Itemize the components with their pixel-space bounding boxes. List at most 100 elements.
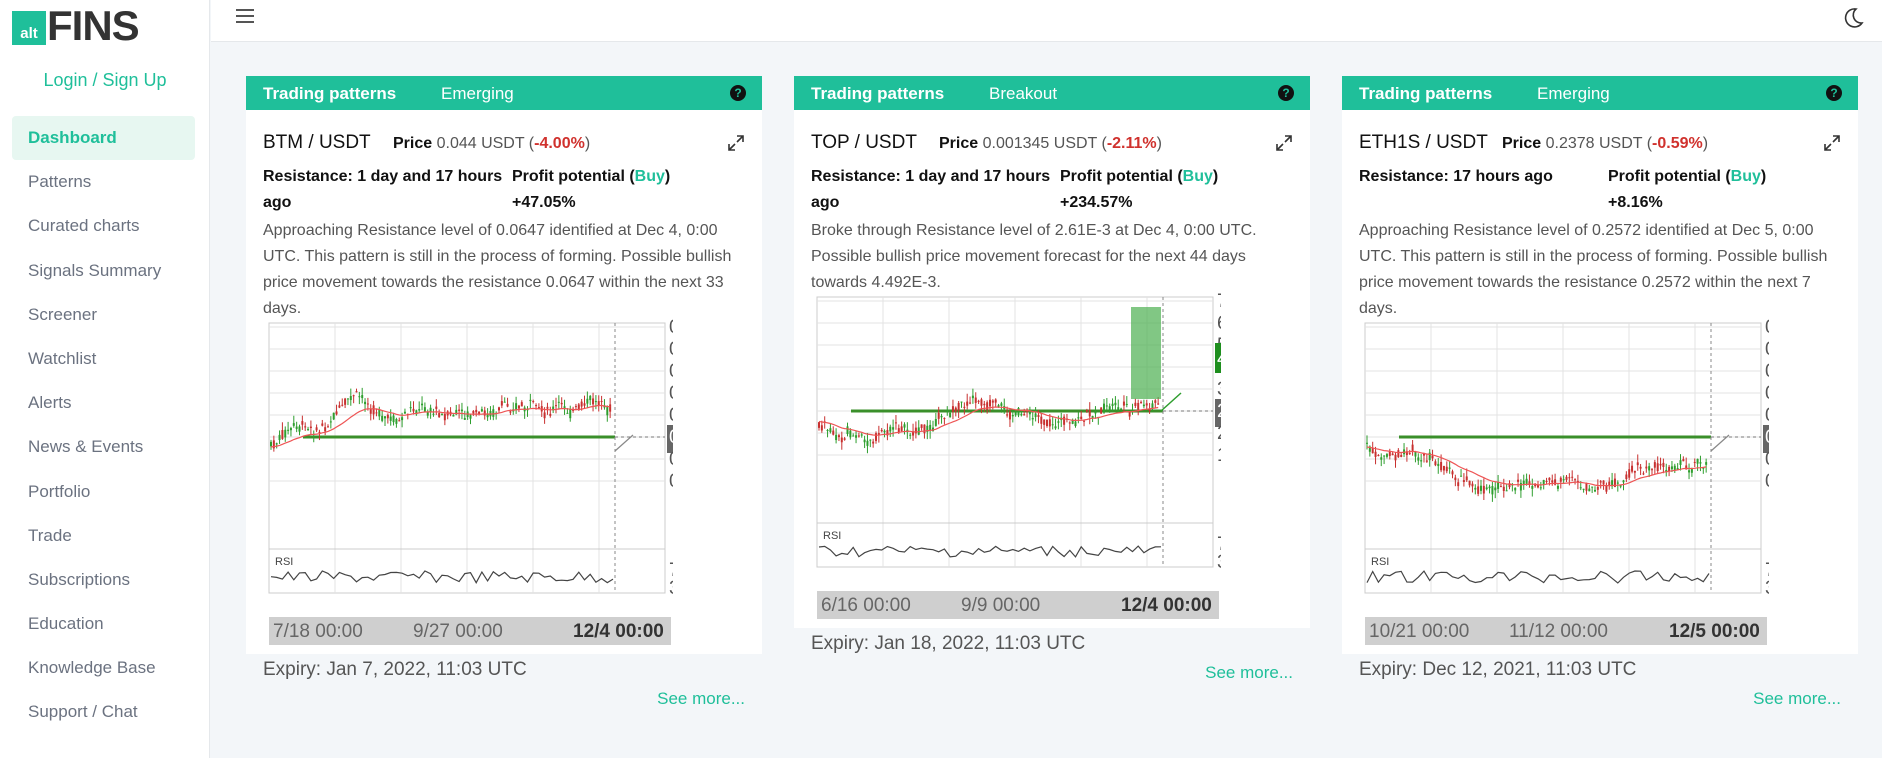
candle-body bbox=[997, 405, 1000, 407]
candle-body bbox=[1659, 463, 1662, 466]
candle-body bbox=[1094, 412, 1097, 414]
candle-body bbox=[923, 424, 926, 434]
question-circle-icon[interactable]: ? bbox=[1278, 85, 1294, 101]
candle-body bbox=[1400, 454, 1403, 457]
candle-body bbox=[429, 407, 432, 413]
sidebar-item-dashboard[interactable]: Dashboard bbox=[12, 116, 195, 161]
candle-body bbox=[843, 438, 846, 440]
candle-body bbox=[557, 401, 560, 403]
expand-arrows-icon[interactable] bbox=[1275, 134, 1293, 152]
candle-body bbox=[1417, 457, 1420, 461]
question-circle-icon[interactable]: ? bbox=[1826, 85, 1842, 101]
candle-body bbox=[412, 408, 415, 412]
candle-body bbox=[1377, 454, 1380, 456]
candle-body bbox=[1151, 403, 1154, 409]
candle-body bbox=[361, 395, 364, 399]
login-signup-link[interactable]: Login / Sign Up bbox=[43, 70, 167, 90]
candle-body bbox=[875, 433, 877, 441]
candle-body bbox=[1091, 415, 1094, 419]
price-tick-label: 0.1133 bbox=[669, 319, 673, 338]
logo-name: FINS bbox=[47, 2, 140, 49]
sidebar-item-watchlist[interactable]: Watchlist bbox=[28, 348, 97, 368]
candle-body bbox=[312, 436, 315, 438]
resistance-time: Resistance: 17 hours ago bbox=[1359, 168, 1553, 185]
see-more-link[interactable]: See more... bbox=[1205, 663, 1293, 682]
rsi-label: RSI bbox=[1371, 556, 1389, 568]
pair-name[interactable]: ETH1S / USDT bbox=[1359, 132, 1488, 153]
sidebar-item-support-chat[interactable]: Support / Chat bbox=[28, 702, 138, 722]
pair-name[interactable]: TOP / USDT bbox=[811, 132, 917, 153]
profit-potential: Profit potential (Buy) +47.05% bbox=[512, 164, 752, 216]
candle-body bbox=[349, 396, 352, 401]
see-more-link[interactable]: See more... bbox=[657, 689, 745, 708]
sidebar-item-signals-summary[interactable]: Signals Summary bbox=[28, 260, 162, 280]
price-chart[interactable]: 7.245E-36.245E-35.245E-34.245E-33.245E-3… bbox=[811, 293, 1221, 623]
candle-body bbox=[543, 412, 546, 419]
candle-body bbox=[1462, 480, 1465, 482]
sidebar-item-patterns[interactable]: Patterns bbox=[28, 172, 92, 192]
candle-body bbox=[983, 403, 986, 406]
sidebar-item-news-events[interactable]: News & Events bbox=[28, 437, 144, 457]
candle-body bbox=[583, 403, 586, 406]
candle-body bbox=[389, 416, 392, 421]
moving-average-line bbox=[818, 406, 1159, 436]
resistance-time: Resistance: 1 day and 17 hours ago bbox=[811, 168, 1051, 211]
expand-arrows-icon[interactable] bbox=[1823, 134, 1841, 152]
candle-body bbox=[1366, 442, 1368, 444]
price-tick-label: 0.2946 bbox=[1765, 383, 1769, 404]
price-tick-label: 0.0733 bbox=[669, 405, 673, 426]
sidebar-item-trade[interactable]: Trade bbox=[28, 525, 72, 545]
sidebar-item-screener[interactable]: Screener bbox=[28, 304, 97, 324]
candle-body bbox=[957, 402, 960, 411]
see-more-link[interactable]: See more... bbox=[1753, 689, 1841, 708]
candle-body bbox=[307, 428, 310, 430]
candle-body bbox=[423, 407, 426, 412]
price-chart[interactable]: 0.35460.33460.31460.29460.27460.25720.23… bbox=[1359, 319, 1769, 649]
x-tick-label: 12/4 00:00 bbox=[1121, 595, 1212, 616]
candle-body bbox=[483, 410, 486, 416]
resistance-price-tag bbox=[667, 425, 673, 453]
candle-body bbox=[1457, 482, 1460, 487]
candle-body bbox=[560, 402, 563, 405]
sidebar-item-portfolio[interactable]: Portfolio bbox=[28, 481, 91, 501]
sidebar-item-curated-charts[interactable]: Curated charts bbox=[28, 216, 140, 236]
candle-body bbox=[478, 411, 481, 415]
price-chart[interactable]: 0.11330.10330.09330.08330.07330.06470.05… bbox=[263, 319, 673, 649]
candle-body bbox=[926, 425, 929, 432]
candle-body bbox=[900, 426, 903, 431]
candle-body bbox=[586, 398, 589, 404]
candle-body bbox=[421, 403, 424, 406]
candle-body bbox=[1656, 463, 1659, 472]
candle-body bbox=[880, 429, 883, 432]
card-header: Trading patterns Emerging ? bbox=[246, 76, 762, 110]
moon-icon[interactable] bbox=[1842, 6, 1864, 30]
x-tick-label: 10/21 00:00 bbox=[1369, 621, 1469, 642]
price-tick-label: 0.1033 bbox=[669, 339, 673, 360]
price-tick-label: 1.245E-3 bbox=[1217, 445, 1221, 466]
candle-body bbox=[1394, 454, 1397, 461]
candle-body bbox=[940, 415, 943, 418]
pattern-description: Approaching Resistance level of 0.2572 i… bbox=[1359, 222, 1828, 317]
hamburger-icon[interactable] bbox=[236, 9, 254, 23]
sidebar-item-knowledge-base[interactable]: Knowledge Base bbox=[28, 658, 156, 678]
candle-body bbox=[292, 423, 295, 426]
pair-name[interactable]: BTM / USDT bbox=[263, 132, 371, 153]
candle-body bbox=[1040, 416, 1043, 424]
candle-body bbox=[304, 426, 307, 428]
candle-body bbox=[358, 396, 361, 398]
candle-body bbox=[869, 439, 872, 441]
candle-body bbox=[295, 426, 298, 429]
profit-potential: Profit potential (Buy) +234.57% bbox=[1060, 164, 1300, 216]
candle-body bbox=[969, 402, 972, 404]
sidebar-item-alerts[interactable]: Alerts bbox=[28, 393, 72, 413]
candle-body bbox=[1020, 413, 1023, 416]
question-circle-icon[interactable]: ? bbox=[730, 85, 746, 101]
logo[interactable]: alt FINS bbox=[12, 2, 140, 49]
profit-signal: Buy bbox=[1182, 168, 1213, 185]
x-tick-label: 9/9 00:00 bbox=[961, 595, 1040, 616]
sidebar-item-subscriptions[interactable]: Subscriptions bbox=[28, 569, 131, 589]
sidebar-item-education[interactable]: Education bbox=[28, 614, 104, 634]
card-header-status: Emerging bbox=[1537, 84, 1610, 103]
target-zone bbox=[1131, 307, 1161, 399]
expand-arrows-icon[interactable] bbox=[727, 134, 745, 152]
